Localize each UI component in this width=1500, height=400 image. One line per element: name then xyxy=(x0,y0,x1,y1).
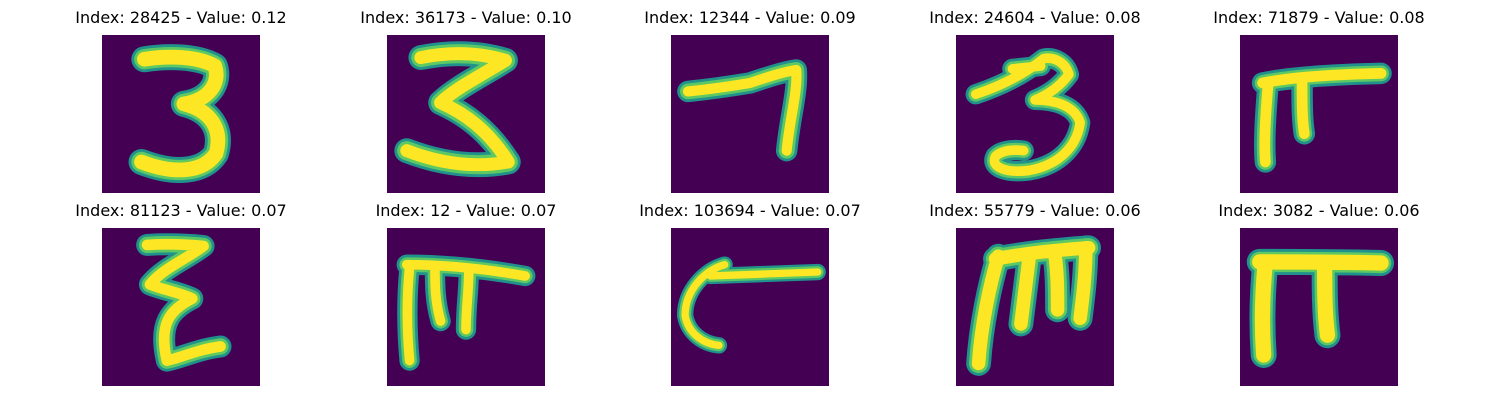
digit-glyph xyxy=(1246,248,1395,368)
digit-glyph xyxy=(396,254,536,371)
grid-panel: Index: 103694 - Value: 0.07 xyxy=(620,200,880,386)
digit-image-c-line xyxy=(671,228,829,386)
digit-glyph xyxy=(394,41,521,178)
digit-image-seven xyxy=(671,35,829,193)
digit-image-z xyxy=(102,228,260,386)
digit-glyph xyxy=(1251,62,1392,173)
grid-panel: Index: 3082 - Value: 0.06 xyxy=(1189,200,1449,386)
panel-title: Index: 24604 - Value: 0.08 xyxy=(929,8,1141,27)
digit-glyph xyxy=(966,235,1102,376)
grid-panel: Index: 55779 - Value: 0.06 xyxy=(905,200,1165,386)
panel-title: Index: 12 - Value: 0.07 xyxy=(375,201,557,220)
panel-title: Index: 3082 - Value: 0.06 xyxy=(1218,201,1420,220)
digit-glyph xyxy=(128,44,231,183)
grid-panel: Index: 12344 - Value: 0.09 xyxy=(620,7,880,193)
grid-panel: Index: 12 - Value: 0.07 xyxy=(336,200,596,386)
digit-glyph xyxy=(965,48,1091,182)
digit-glyph xyxy=(676,256,826,354)
grid-panel: Index: 28425 - Value: 0.12 xyxy=(51,7,311,193)
digit-image-m xyxy=(956,228,1114,386)
grid-panel: Index: 71879 - Value: 0.08 xyxy=(1189,7,1449,193)
image-background xyxy=(671,35,829,193)
digit-glyph xyxy=(677,59,808,162)
digit-image-three xyxy=(102,35,260,193)
panel-title: Index: 103694 - Value: 0.07 xyxy=(639,201,861,220)
grid-panel: Index: 81123 - Value: 0.07 xyxy=(51,200,311,386)
digit-glyph xyxy=(136,233,232,372)
digit-image-pi xyxy=(1240,35,1398,193)
digit-image-three-curly xyxy=(956,35,1114,193)
panel-title: Index: 12344 - Value: 0.09 xyxy=(644,8,856,27)
panel-title: Index: 81123 - Value: 0.07 xyxy=(75,201,287,220)
digit-image-pi-bold xyxy=(1240,228,1398,386)
panel-title: Index: 36173 - Value: 0.10 xyxy=(360,8,572,27)
image-background xyxy=(671,228,829,386)
panel-title: Index: 55779 - Value: 0.06 xyxy=(929,201,1141,220)
digit-image-pi-thin xyxy=(387,228,545,386)
panel-title: Index: 28425 - Value: 0.12 xyxy=(75,8,287,27)
grid-panel: Index: 36173 - Value: 0.10 xyxy=(336,7,596,193)
panel-title: Index: 71879 - Value: 0.08 xyxy=(1213,8,1425,27)
digit-image-three-zigzag xyxy=(387,35,545,193)
grid-panel: Index: 24604 - Value: 0.08 xyxy=(905,7,1165,193)
